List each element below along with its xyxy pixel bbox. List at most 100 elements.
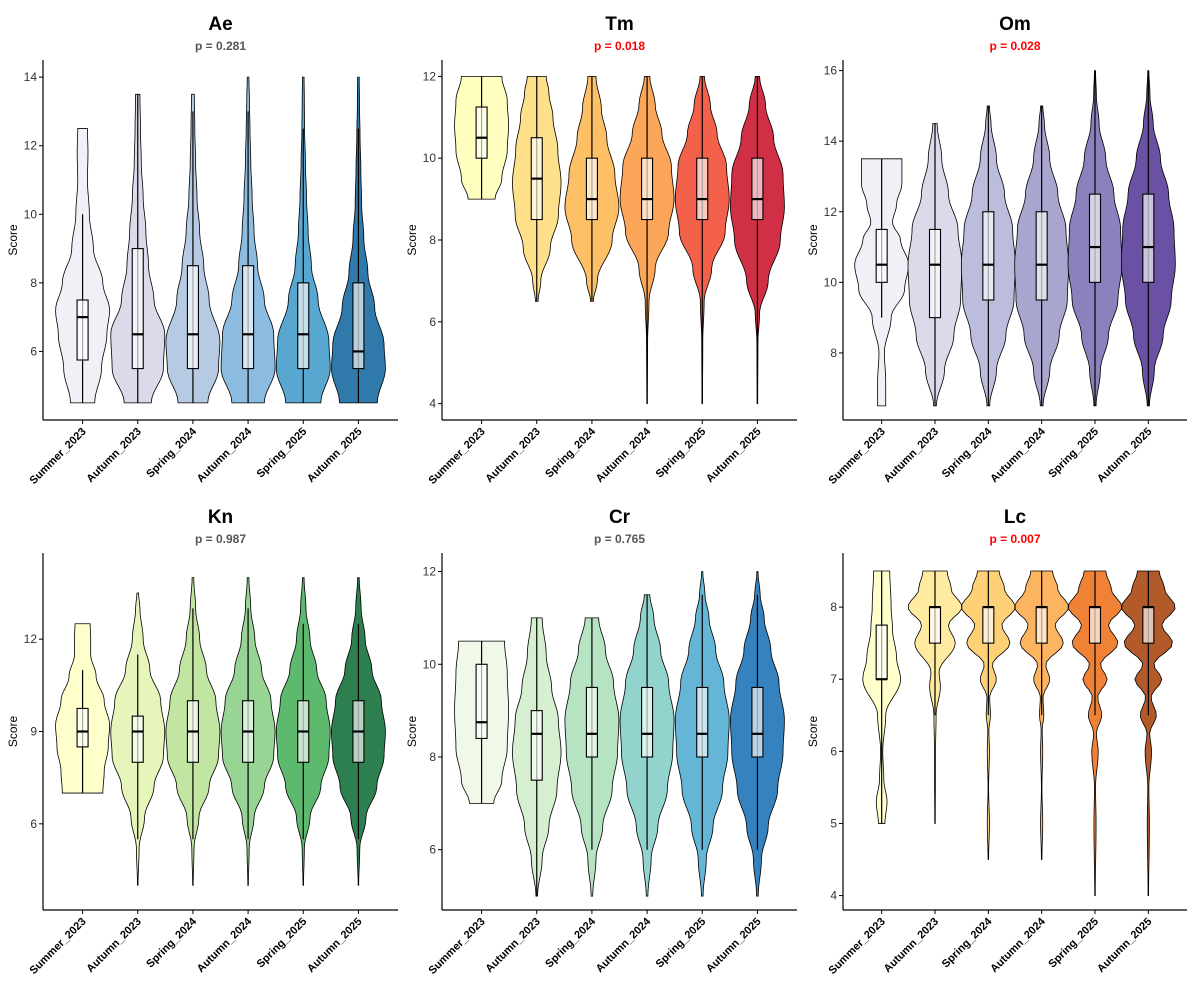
box-iqr: [530, 710, 543, 781]
box-iqr: [875, 228, 888, 283]
y-tick-label: 10: [423, 151, 437, 165]
x-tick-label: Summer_2023: [27, 426, 88, 487]
box-iqr: [696, 686, 709, 758]
box-iqr: [1088, 193, 1102, 283]
box-iqr: [76, 707, 89, 748]
violin-autumn-2024: [1014, 570, 1069, 860]
x-tick-label: Autumn_2025: [305, 916, 364, 975]
x-tick-label: Spring_2025: [654, 916, 709, 971]
x-tick-label: Spring_2025: [1046, 916, 1101, 971]
y-tick-label: 16: [824, 64, 838, 78]
y-tick-label: 8: [429, 750, 436, 764]
box-iqr: [696, 157, 709, 221]
x-tick-label: Autumn_2025: [1095, 426, 1154, 485]
y-tick-label: 8: [830, 600, 837, 614]
box-iqr: [982, 211, 995, 301]
box-iqr: [297, 282, 310, 370]
x-tick-label: Spring_2024: [940, 425, 995, 480]
panel-lc: Lcp = 0.007Score45678Summer_2023Autumn_2…: [806, 507, 1187, 977]
y-axis-label: Score: [806, 224, 820, 256]
panel-title: Cr: [609, 507, 631, 528]
box-iqr: [875, 624, 888, 680]
box-iqr: [1142, 193, 1155, 283]
y-tick-label: 12: [824, 205, 838, 219]
y-tick-label: 14: [824, 134, 838, 148]
y-axis-label: Score: [6, 224, 20, 256]
x-tick-label: Spring_2025: [654, 426, 709, 481]
panel-title: Ae: [208, 14, 232, 35]
p-value-label: p = 0.765: [594, 532, 645, 546]
panel-cr: Crp = 0.765Score681012Summer_2023Autumn_…: [405, 507, 797, 977]
y-axis-label: Score: [405, 224, 419, 256]
x-tick-label: Autumn_2023: [882, 916, 941, 975]
box-iqr: [982, 606, 995, 644]
panel-title: Tm: [605, 14, 634, 35]
box-iqr: [585, 157, 598, 221]
x-tick-label: Autumn_2023: [84, 916, 143, 975]
box-iqr: [641, 686, 654, 758]
box-iqr: [475, 663, 488, 740]
box-iqr: [242, 265, 255, 370]
panel-kn: Knp = 0.987Score6912Summer_2023Autumn_20…: [6, 507, 398, 977]
violin-autumn-2025: [1121, 570, 1176, 896]
x-tick-label: Spring_2025: [255, 426, 310, 481]
y-tick-label: 12: [423, 69, 437, 83]
y-tick-label: 10: [423, 657, 437, 671]
panel-tm: Tmp = 0.018Score4681012Summer_2023Autumn…: [405, 14, 797, 487]
x-tick-label: Autumn_2024: [195, 915, 255, 975]
x-tick-label: Summer_2023: [827, 426, 888, 487]
x-tick-label: Autumn_2025: [305, 426, 364, 485]
x-tick-label: Spring_2024: [144, 915, 199, 970]
x-tick-label: Autumn_2025: [704, 916, 763, 975]
box-iqr: [352, 282, 365, 370]
x-tick-label: Spring_2024: [144, 425, 199, 480]
x-tick-label: Autumn_2024: [594, 915, 654, 975]
box-iqr: [751, 686, 764, 758]
panel-om: Omp = 0.028Score810121416Summer_2023Autu…: [806, 14, 1187, 487]
box-iqr: [475, 106, 488, 159]
x-tick-label: Autumn_2023: [483, 916, 542, 975]
x-tick-label: Autumn_2024: [988, 915, 1048, 975]
x-tick-label: Autumn_2025: [1095, 916, 1154, 975]
x-tick-label: Autumn_2023: [882, 426, 941, 485]
y-tick-label: 14: [24, 70, 38, 84]
box-iqr: [641, 157, 654, 221]
y-tick-label: 9: [30, 725, 37, 739]
y-axis-label: Score: [6, 716, 20, 748]
p-value-label: p = 0.018: [594, 39, 645, 53]
y-tick-label: 7: [830, 672, 837, 686]
box-iqr: [928, 606, 942, 644]
box-iqr: [1088, 606, 1102, 644]
x-tick-label: Autumn_2024: [988, 425, 1048, 485]
y-tick-label: 8: [429, 233, 436, 247]
y-tick-label: 6: [429, 843, 436, 857]
box-iqr: [751, 157, 764, 221]
y-tick-label: 12: [24, 632, 38, 646]
violin-spring-2025: [1067, 570, 1123, 896]
p-value-label: p = 0.281: [195, 39, 246, 53]
y-tick-label: 6: [830, 744, 837, 758]
x-tick-label: Summer_2023: [27, 916, 88, 977]
x-tick-label: Spring_2024: [543, 915, 598, 970]
panel-ae: Aep = 0.281Score68101214Summer_2023Autum…: [6, 14, 398, 487]
box-iqr: [1142, 606, 1155, 644]
x-tick-label: Spring_2025: [1046, 426, 1101, 481]
x-tick-label: Autumn_2024: [594, 425, 654, 485]
violin-spring-2024: [961, 570, 1016, 860]
x-tick-label: Summer_2023: [426, 916, 487, 977]
box-iqr: [1035, 211, 1048, 301]
box-iqr: [131, 248, 144, 370]
y-axis-label: Score: [405, 716, 419, 748]
x-tick-label: Spring_2024: [940, 915, 995, 970]
x-tick-label: Autumn_2025: [704, 426, 763, 485]
x-tick-label: Autumn_2023: [84, 426, 143, 485]
x-tick-label: Summer_2023: [827, 916, 888, 977]
y-tick-label: 6: [429, 315, 436, 329]
p-value-label: p = 0.007: [989, 532, 1040, 546]
x-tick-label: Autumn_2023: [483, 426, 542, 485]
box-iqr: [186, 265, 199, 370]
y-tick-label: 5: [830, 816, 837, 830]
p-value-label: p = 0.028: [989, 39, 1040, 53]
y-tick-label: 6: [30, 344, 37, 358]
